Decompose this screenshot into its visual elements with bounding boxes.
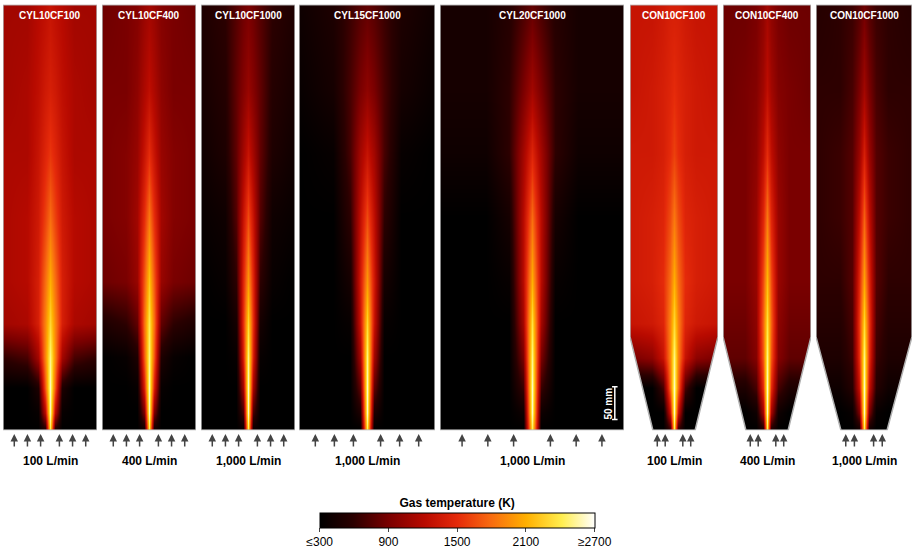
svg-text:1,000 L/min: 1,000 L/min [500, 454, 565, 468]
svg-text:400 L/min: 400 L/min [740, 454, 795, 468]
svg-text:1,000 L/min: 1,000 L/min [832, 454, 897, 468]
svg-text:1500: 1500 [444, 535, 471, 549]
svg-text:1,000 L/min: 1,000 L/min [216, 454, 281, 468]
svg-text:400 L/min: 400 L/min [122, 454, 177, 468]
svg-text:CYL10CF400: CYL10CF400 [118, 10, 180, 21]
svg-text:900: 900 [378, 535, 398, 549]
svg-text:CYL15CF1000: CYL15CF1000 [334, 10, 401, 21]
svg-text:100 L/min: 100 L/min [647, 454, 702, 468]
svg-text:CYL20CF1000: CYL20CF1000 [499, 10, 566, 21]
svg-text:CYL10CF1000: CYL10CF1000 [215, 10, 282, 21]
svg-text:CON10CF400: CON10CF400 [735, 10, 799, 21]
svg-text:CON10CF1000: CON10CF1000 [830, 10, 899, 21]
svg-text:50 mm: 50 mm [603, 388, 614, 420]
svg-text:100 L/min: 100 L/min [23, 454, 78, 468]
svg-text:CON10CF100: CON10CF100 [642, 10, 706, 21]
svg-text:CYL10CF100: CYL10CF100 [19, 10, 81, 21]
svg-text:≤300: ≤300 [306, 535, 333, 549]
svg-text:1,000 L/min: 1,000 L/min [335, 454, 400, 468]
svg-text:2100: 2100 [513, 535, 540, 549]
svg-text:Gas temperature (K): Gas temperature (K) [399, 496, 514, 510]
svg-text:≥2700: ≥2700 [578, 535, 612, 549]
